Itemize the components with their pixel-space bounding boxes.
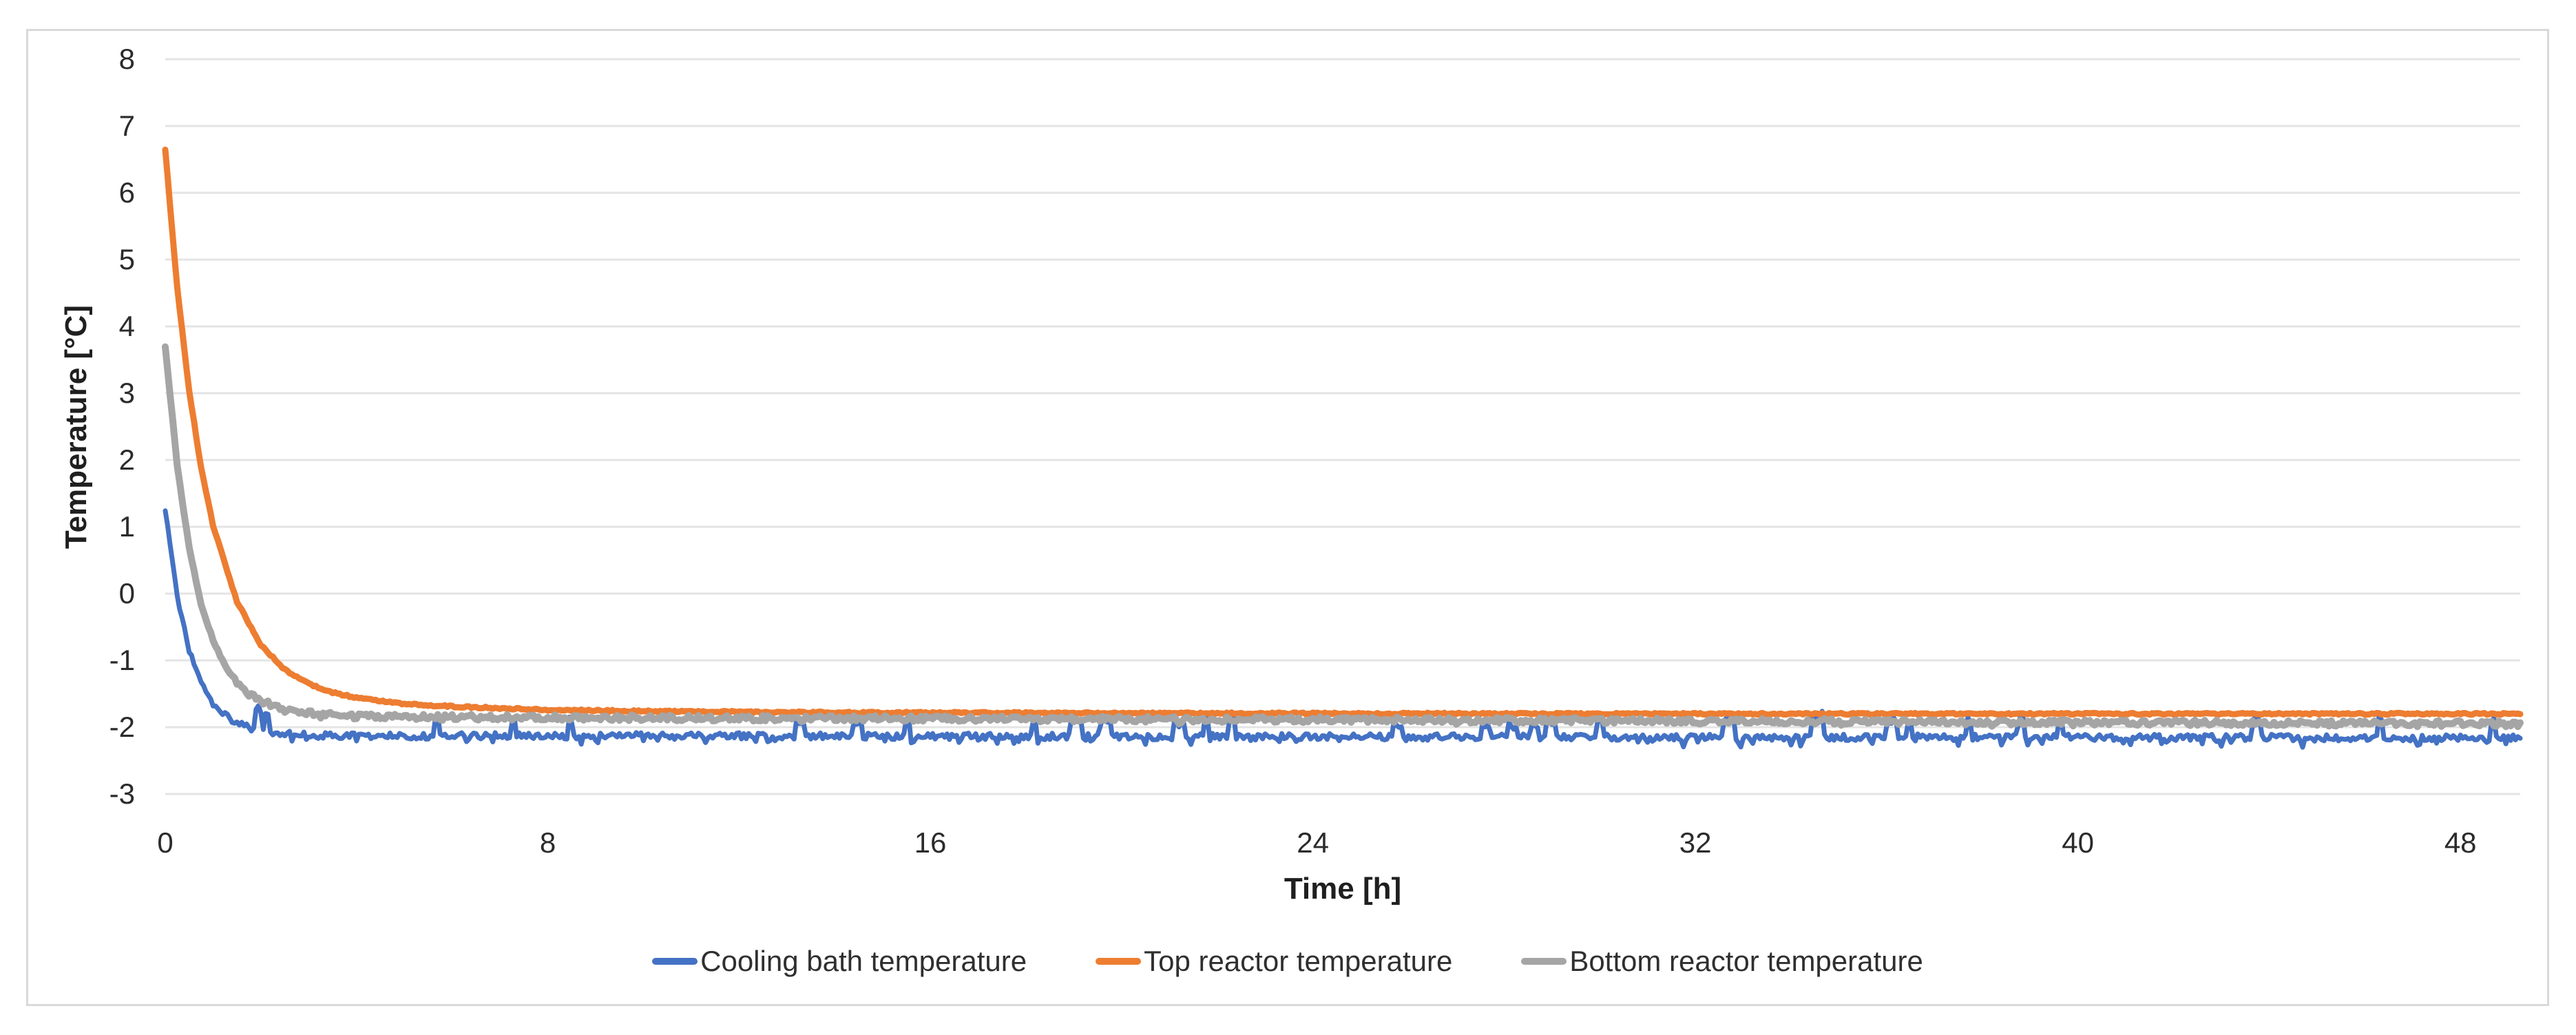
x-tick-label: 32 bbox=[1679, 826, 1712, 859]
legend-label: Bottom reactor temperature bbox=[1569, 945, 1923, 977]
y-tick-label: 1 bbox=[118, 510, 135, 543]
y-tick-label: -3 bbox=[109, 777, 135, 810]
legend-item-bottom-reactor-temperature: Bottom reactor temperature bbox=[1521, 945, 1923, 978]
y-tick-label: -1 bbox=[109, 644, 135, 676]
y-tick-label: 3 bbox=[118, 377, 135, 409]
legend-line-marker bbox=[1096, 958, 1142, 965]
y-tick-label: 0 bbox=[118, 577, 135, 609]
legend-item-top-reactor-temperature: Top reactor temperature bbox=[1096, 945, 1452, 978]
y-tick-label: 7 bbox=[118, 109, 135, 142]
gridlines bbox=[165, 58, 2520, 795]
x-tick-label: 0 bbox=[157, 826, 174, 859]
legend-line-marker bbox=[652, 958, 698, 965]
y-tick-label: 2 bbox=[118, 443, 135, 476]
y-tick-label: 6 bbox=[118, 176, 135, 209]
legend-item-cooling-bath-temperature: Cooling bath temperature bbox=[652, 945, 1027, 978]
legend-label: Cooling bath temperature bbox=[700, 945, 1027, 977]
series-lines bbox=[162, 146, 2524, 750]
legend: Cooling bath temperature Top reactor temp… bbox=[26, 945, 2549, 978]
x-axis-title: Time [h] bbox=[1284, 872, 1402, 906]
x-tick-label: 40 bbox=[2062, 826, 2095, 859]
y-tick-label: -2 bbox=[109, 711, 135, 743]
series-line-top-reactor-temperature bbox=[162, 146, 2524, 718]
series-line-cooling-bath-temperature bbox=[163, 508, 2523, 750]
y-tick-label: 8 bbox=[118, 43, 135, 75]
x-tick-label: 48 bbox=[2444, 826, 2477, 859]
y-axis-title-wrap: Temperature [°C] bbox=[55, 59, 98, 794]
legend-label: Top reactor temperature bbox=[1144, 945, 1453, 977]
y-tick-label: 5 bbox=[118, 243, 135, 275]
legend-line-marker bbox=[1521, 958, 1567, 965]
x-tick-label: 24 bbox=[1297, 826, 1329, 859]
x-tick-label: 16 bbox=[914, 826, 947, 859]
series-line-bottom-reactor-temperature bbox=[162, 343, 2524, 731]
y-tick-label: 4 bbox=[118, 310, 135, 342]
x-tick-label: 8 bbox=[539, 826, 556, 859]
